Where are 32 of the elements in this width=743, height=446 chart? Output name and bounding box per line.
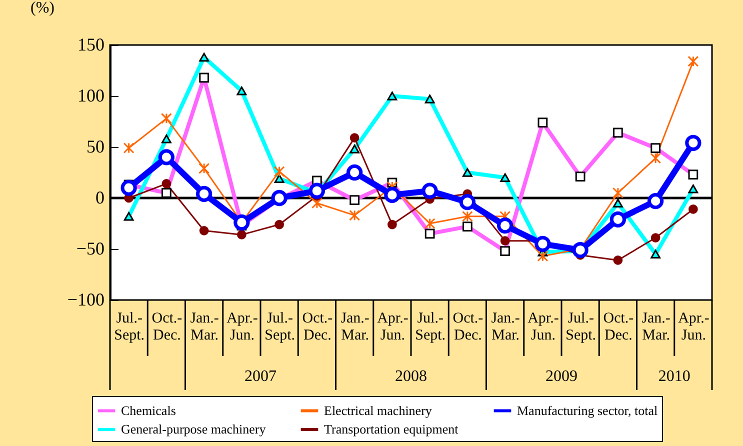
x-tick-label: Oct.-Dec. — [152, 310, 182, 344]
text: 2007 — [244, 368, 276, 385]
text: 2010 — [658, 368, 690, 385]
x-tick-label: Oct.-Dec. — [452, 310, 484, 344]
x-tick-label: Oct.-Dec. — [302, 310, 333, 344]
y-tick-label: −50 — [76, 238, 104, 258]
legend-label: Transportation equipment — [324, 422, 459, 436]
text: 2008 — [395, 368, 427, 385]
x-tick-label: Jan.-Mar. — [340, 310, 370, 344]
legend-label: Chemicals — [121, 402, 176, 418]
y-tick-label: 0 — [96, 188, 104, 208]
legend-label: Manufacturing sector, total — [517, 402, 658, 418]
legend-label: General-purpose machinery — [121, 422, 266, 436]
x-tick-label: Oct.-Dec. — [603, 310, 634, 344]
x-tick-label: Jan.-Mar. — [491, 310, 520, 344]
x-tick-label: Apr.-Jun. — [528, 310, 559, 344]
x-tick-label: Jul.-Sept. — [415, 310, 446, 344]
x-tick-label: Jan.-Mar. — [190, 310, 219, 344]
text: 2009 — [546, 368, 578, 385]
x-tick-label: Apr.-Jun. — [226, 310, 258, 344]
y-tick-label: 100 — [78, 86, 104, 106]
x-tick-label: Apr.-Jun. — [377, 310, 408, 344]
x-tick-label: Jul.-Sept. — [264, 310, 296, 344]
x-tick-label: Apr.-Jun. — [678, 310, 710, 344]
y-tick-label: 150 — [78, 34, 104, 54]
y-tick-label: −100 — [67, 290, 104, 310]
x-tick-label: Jan.-Mar. — [642, 310, 670, 344]
y-tick-label: 50 — [86, 136, 104, 156]
x-tick-label: Jul.-Sept. — [566, 310, 596, 344]
y-axis-title: (%) — [30, 0, 54, 16]
x-tick-label: Jul.-Sept. — [114, 310, 145, 344]
legend-label: Electrical machinery — [324, 402, 432, 418]
